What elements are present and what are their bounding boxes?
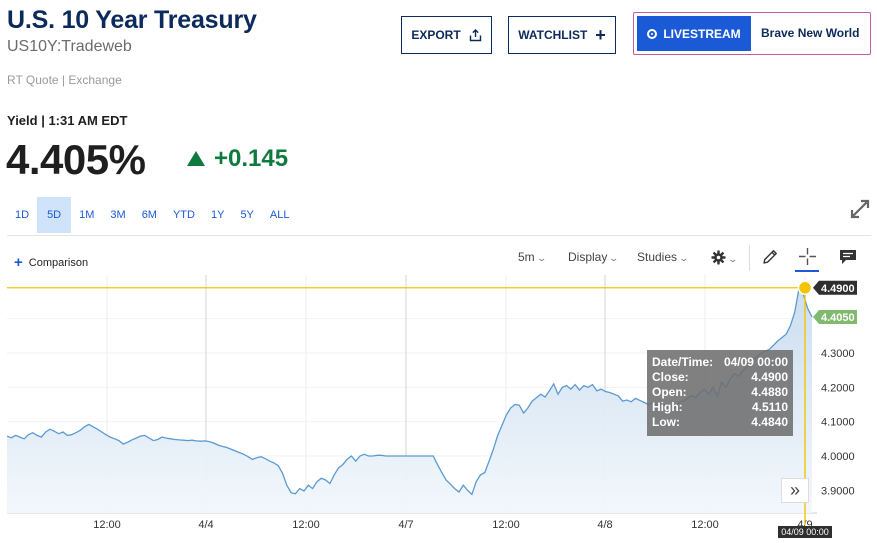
y-tick-label: 4.2000 bbox=[821, 382, 855, 394]
range-1y[interactable]: 1Y bbox=[210, 209, 225, 221]
crosshair-marker bbox=[797, 280, 813, 296]
chevron-down-icon: ⌄ bbox=[678, 253, 690, 263]
settings-dropdown[interactable]: ⌄ bbox=[711, 250, 739, 265]
tooltip-high-label: High: bbox=[652, 400, 683, 414]
expand-icon[interactable] bbox=[849, 198, 871, 220]
comparison-label: Comparison bbox=[28, 256, 89, 269]
plus-icon: + bbox=[14, 254, 23, 271]
y-tick-label: 3.9000 bbox=[821, 485, 855, 497]
tooltip-high-value: 4.5110 bbox=[751, 400, 788, 414]
x-tick-label: 12:00 bbox=[492, 519, 520, 531]
tooltip-low-value: 4.4840 bbox=[751, 415, 788, 429]
plus-icon: + bbox=[595, 25, 606, 45]
crosshair-time-badge bbox=[778, 526, 832, 538]
x-tick-label: 4/8 bbox=[597, 519, 612, 531]
crosshair-time-label: 04/09 00:00 bbox=[781, 527, 829, 537]
watchlist-label: WATCHLIST bbox=[518, 28, 588, 42]
page-title: U.S. 10 Year Treasury bbox=[7, 6, 257, 34]
tooltip-datetime-value: 04/09 00:00 bbox=[723, 355, 788, 369]
up-arrow-icon bbox=[187, 151, 205, 166]
price-change: +0.145 bbox=[214, 145, 289, 172]
display-dropdown[interactable]: Display ⌄ bbox=[568, 250, 620, 264]
symbol-label: US10Y:Tradeweb bbox=[7, 38, 132, 55]
range-5d[interactable]: 5D bbox=[37, 197, 72, 233]
y-tick-label: 4.0000 bbox=[821, 451, 855, 463]
yield-timestamp: Yield | 1:31 AM EDT bbox=[7, 113, 128, 128]
comparison-button[interactable]: + Comparison bbox=[14, 254, 88, 271]
chevron-down-icon: ⌄ bbox=[727, 253, 739, 264]
studies-label: Studies bbox=[637, 250, 678, 264]
interval-label: 5m bbox=[518, 250, 535, 264]
y-tick-label: 4.3000 bbox=[821, 348, 855, 360]
price-chart[interactable]: 4.3000 4.2000 4.1000 4.0000 3.9000 12:00 4/4 1… bbox=[0, 275, 877, 543]
tooltip-close-value: 4.4900 bbox=[751, 370, 788, 384]
range-all[interactable]: ALL bbox=[269, 209, 290, 221]
crosshair-icon[interactable] bbox=[798, 247, 817, 266]
tooltip-close-label: Close: bbox=[652, 370, 689, 384]
range-5y[interactable]: 5Y bbox=[240, 209, 254, 221]
range-1d[interactable]: 1D bbox=[15, 209, 30, 221]
last-price-label: 4.4050 bbox=[821, 312, 855, 324]
livestream-show-link[interactable]: Brave New World bbox=[761, 26, 860, 40]
export-button[interactable]: EXPORT bbox=[401, 16, 492, 54]
x-tick-label: 12:00 bbox=[691, 519, 719, 531]
tooltip-open-label: Open: bbox=[652, 385, 687, 399]
pencil-icon[interactable] bbox=[761, 248, 779, 266]
live-icon bbox=[647, 28, 658, 39]
chevron-down-icon: ⌄ bbox=[608, 253, 620, 263]
scroll-right-button[interactable]: » bbox=[781, 478, 809, 503]
range-3m[interactable]: 3M bbox=[110, 209, 126, 221]
tooltip-open-value: 4.4880 bbox=[751, 385, 788, 399]
range-6m[interactable]: 6M bbox=[141, 209, 157, 221]
studies-dropdown[interactable]: Studies ⌄ bbox=[637, 250, 690, 264]
livestream-button[interactable]: LIVESTREAM bbox=[637, 16, 751, 51]
gear-icon bbox=[711, 250, 726, 265]
quote-source: RT Quote | Exchange bbox=[7, 73, 122, 87]
tooltip-datetime-label: Date/Time: bbox=[652, 355, 714, 369]
livestream-label: LIVESTREAM bbox=[663, 26, 741, 41]
range-selector: 1D 5D 1M 3M 6M YTD 1Y 5Y ALL bbox=[7, 197, 297, 233]
toolbar-divider bbox=[7, 235, 871, 236]
chevron-down-icon: ⌄ bbox=[536, 253, 547, 263]
interval-dropdown[interactable]: 5m ⌄ bbox=[518, 250, 547, 264]
x-tick-label: 4/4 bbox=[198, 519, 213, 531]
display-label: Display bbox=[568, 250, 608, 264]
toolbar-separator bbox=[749, 245, 750, 271]
range-ytd[interactable]: YTD bbox=[172, 209, 195, 221]
x-tick-label: 12:00 bbox=[93, 519, 121, 531]
range-1m[interactable]: 1M bbox=[79, 209, 95, 221]
x-tick-label: 12:00 bbox=[292, 519, 320, 531]
export-label: EXPORT bbox=[411, 28, 461, 42]
tooltip-low-label: Low: bbox=[652, 415, 680, 429]
last-price: 4.405% bbox=[6, 136, 146, 183]
price-area bbox=[7, 287, 812, 513]
double-chevron-right-icon: » bbox=[789, 480, 800, 500]
last-price-badge bbox=[813, 309, 857, 324]
crosshair-value-badge bbox=[813, 280, 857, 295]
comment-icon[interactable] bbox=[839, 249, 857, 265]
x-tick-label: 4/7 bbox=[398, 519, 413, 531]
crosshair-active-indicator bbox=[795, 270, 819, 272]
watchlist-button[interactable]: WATCHLIST + bbox=[508, 16, 616, 54]
crosshair-value-label: 4.4900 bbox=[821, 283, 855, 295]
data-tooltip: Date/Time: 04/09 00:00 Close: 4.4900 Open:… bbox=[647, 350, 793, 436]
livestream-banner bbox=[633, 12, 871, 55]
export-icon bbox=[469, 28, 481, 41]
y-tick-label: 4.1000 bbox=[821, 417, 855, 429]
